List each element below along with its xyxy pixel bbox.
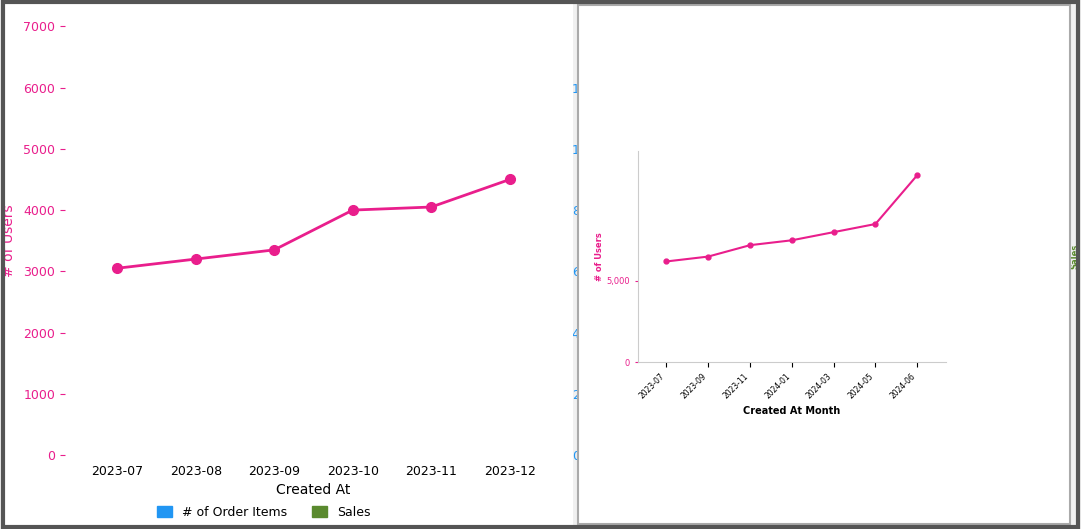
Bar [480, 247, 510, 455]
Text: Change the font to Arial and make it bold: Change the font to Arial and make it bol… [615, 81, 892, 94]
Text: Edit Chart Config: Edit Chart Config [635, 437, 742, 450]
Text: # of Order Items: # of Order Items [635, 376, 722, 386]
Bar [431, 282, 461, 455]
Bar [791, 253, 806, 362]
Text: 👎: 👎 [1020, 489, 1028, 502]
Bar [323, 271, 352, 455]
Text: <>: <> [598, 439, 616, 449]
Bar [166, 302, 196, 455]
FancyBboxPatch shape [990, 67, 1051, 109]
X-axis label: Created At: Created At [277, 483, 350, 497]
Text: ✎: ✎ [598, 24, 613, 42]
Y-axis label: # of Users: # of Users [595, 232, 604, 281]
Y-axis label: # of Order Items: # of Order Items [985, 217, 995, 296]
Bar [666, 287, 681, 362]
X-axis label: Created At Month: Created At Month [744, 406, 840, 416]
Bar [860, 208, 876, 362]
Bar [903, 167, 918, 362]
Bar [833, 227, 849, 362]
Bar [117, 313, 147, 455]
Text: Start Over: Start Over [851, 437, 916, 450]
Y-axis label: Sales: Sales [1070, 244, 1080, 269]
Bar [918, 164, 932, 362]
FancyBboxPatch shape [595, 62, 1054, 113]
Text: Apply: Apply [973, 436, 1017, 450]
Bar [88, 311, 117, 455]
FancyBboxPatch shape [588, 114, 1060, 402]
Text: 41: 41 [1005, 118, 1019, 128]
FancyBboxPatch shape [990, 473, 1057, 518]
Text: Sales: Sales [831, 376, 859, 386]
Bar [510, 250, 539, 455]
Bar [275, 300, 304, 455]
Bar [708, 279, 723, 362]
Bar [876, 209, 890, 362]
Bar [694, 278, 708, 362]
Text: ×: × [1043, 23, 1063, 43]
Text: ✦: ✦ [1041, 66, 1049, 76]
Legend: # of Order Items, Sales: # of Order Items, Sales [152, 500, 375, 524]
Bar [196, 304, 226, 455]
Bar [819, 232, 833, 362]
Bar [352, 275, 383, 455]
Bar [777, 252, 792, 362]
Bar [735, 264, 750, 362]
Text: 👍: 👍 [958, 489, 964, 502]
Bar [401, 280, 431, 455]
FancyBboxPatch shape [927, 473, 993, 518]
Bar [652, 286, 666, 362]
Text: ⚡: ⚡ [600, 26, 611, 41]
Y-axis label: # of Users: # of Users [2, 204, 16, 277]
Text: Visualization Assistant: Visualization Assistant [642, 26, 813, 41]
Bar [244, 299, 275, 455]
Y-axis label: # of Order Items: # of Order Items [618, 183, 632, 299]
FancyBboxPatch shape [934, 411, 1056, 476]
Bar [750, 266, 764, 362]
Text: # of Users: # of Users [912, 376, 967, 386]
